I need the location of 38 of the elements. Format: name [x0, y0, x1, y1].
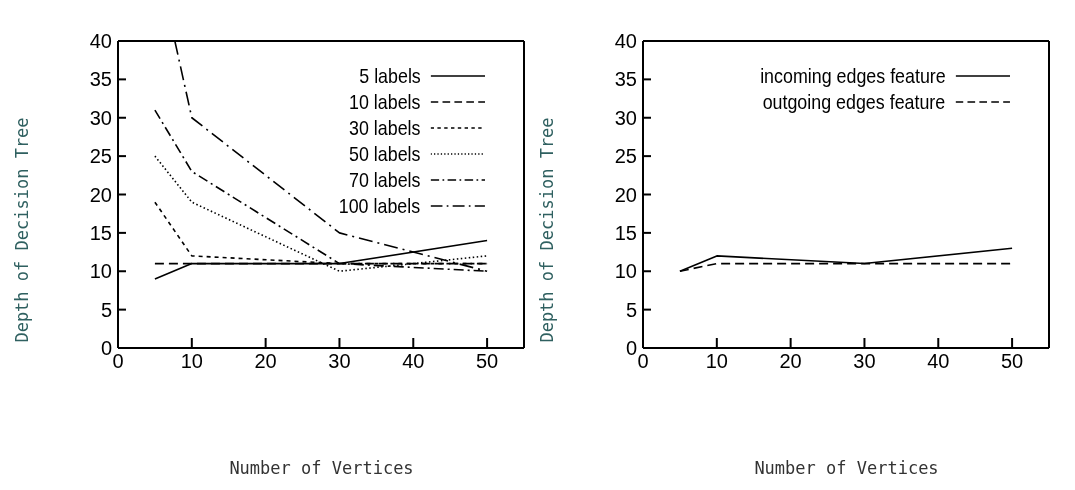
y-tick-label: 10	[614, 260, 637, 283]
legend-label: 5 labels	[358, 64, 421, 88]
y-tick-label: 10	[89, 260, 112, 283]
x-tick-label: 30	[328, 350, 351, 373]
y-axis-title: Depth of Decision Tree	[537, 117, 557, 343]
y-tick-label: 40	[89, 30, 112, 53]
y-tick-label: 20	[614, 183, 637, 206]
y-tick-label: 20	[89, 183, 112, 206]
x-tick-label: 10	[705, 350, 728, 373]
x-tick-label: 40	[402, 350, 425, 373]
y-tick-label: 25	[614, 145, 637, 168]
x-tick-label: 30	[853, 350, 876, 373]
x-tick-label: 20	[779, 350, 802, 373]
x-tick-label: 40	[927, 350, 950, 373]
legend-label: 30 labels	[348, 116, 421, 140]
y-tick-label: 30	[89, 106, 112, 129]
x-axis-title: Number of Vertices	[753, 458, 940, 478]
y-axis-title: Depth of Decision Tree	[12, 117, 32, 343]
x-tick-label: 10	[180, 350, 203, 373]
x-tick-label: 50	[1000, 350, 1024, 373]
legend-label: incoming edges feature	[759, 64, 946, 88]
y-tick-label: 15	[614, 221, 637, 244]
legend-label: 70 labels	[348, 168, 421, 192]
y-tick-label: 30	[614, 106, 637, 129]
y-tick-label: 40	[614, 30, 637, 53]
y-tick-label: 25	[89, 145, 112, 168]
legend-label: outgoing edges feature	[762, 90, 946, 114]
legend-label: 100 labels	[339, 194, 421, 218]
legend-label: 50 labels	[348, 142, 421, 166]
y-tick-label: 5	[100, 298, 112, 321]
x-tick-label: 20	[254, 350, 277, 373]
y-tick-label: 15	[89, 221, 112, 244]
x-tick-label: 50	[475, 350, 499, 373]
y-tick-label: 35	[614, 68, 637, 91]
y-tick-label: 35	[89, 68, 112, 91]
legend-label: 10 labels	[348, 90, 421, 114]
x-axis-title: Number of Vertices	[228, 458, 415, 478]
y-tick-label: 5	[625, 298, 637, 321]
